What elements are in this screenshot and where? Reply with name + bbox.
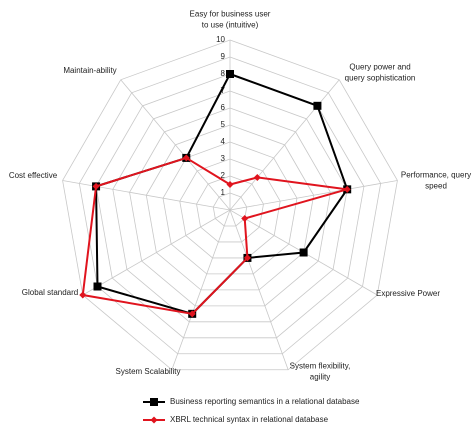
grid-ring (62, 39, 398, 371)
category-label: Expressive Power (376, 289, 440, 298)
r-tick-label: 1 (221, 188, 226, 197)
spoke (229, 209, 289, 370)
category-label: Query power and query sophistication (345, 63, 416, 83)
grid-ring (145, 124, 315, 291)
spoke (171, 209, 231, 370)
r-tick-label: 6 (221, 103, 226, 112)
spoke (229, 180, 398, 211)
r-tick-label: 5 (221, 120, 226, 129)
r-tick-label: 10 (216, 35, 225, 44)
r-tick-label: 9 (221, 52, 226, 61)
marker (150, 398, 158, 406)
r-tick-label: 3 (221, 154, 226, 163)
marker (93, 282, 102, 291)
grid-ring (78, 56, 382, 355)
r-tick-label: 7 (221, 86, 226, 95)
marker (241, 215, 249, 222)
marker (226, 70, 234, 78)
grid-ring (196, 175, 264, 243)
marker (150, 416, 158, 424)
legend-label: XBRL technical syntax in relational data… (170, 415, 329, 424)
r-tick-label: 4 (221, 137, 226, 146)
category-label: Performance, query speed (401, 171, 471, 191)
marker (226, 181, 234, 188)
grid-ring (212, 192, 248, 227)
grid-ring (129, 107, 331, 307)
r-tick-label: 2 (221, 171, 226, 180)
category-label: Global standard (22, 288, 78, 297)
spoke (229, 79, 340, 211)
grid-ring (112, 90, 348, 323)
marker (253, 173, 261, 181)
marker (343, 185, 351, 193)
spoke (120, 79, 231, 211)
marker (79, 291, 87, 299)
series-line (81, 156, 348, 315)
spoke (62, 180, 231, 211)
category-label: Easy for business user to use (intuitive) (190, 10, 271, 30)
r-tick-label: 8 (221, 69, 226, 78)
legend-label: Business reporting semantics in a relati… (170, 397, 360, 406)
grid-ring (162, 141, 298, 275)
marker (243, 254, 251, 262)
marker (92, 182, 100, 190)
marker (188, 310, 196, 318)
marker (182, 154, 190, 162)
category-label: System flexibility, agility (290, 362, 351, 382)
category-label: Maintain-ability (63, 66, 116, 75)
marker (313, 101, 322, 110)
marker (299, 248, 308, 257)
spoke (82, 209, 231, 296)
grid-ring (95, 73, 365, 339)
category-label: Cost effective (9, 171, 58, 180)
grid-ring (179, 158, 281, 259)
category-label: System Scalability (116, 367, 181, 376)
